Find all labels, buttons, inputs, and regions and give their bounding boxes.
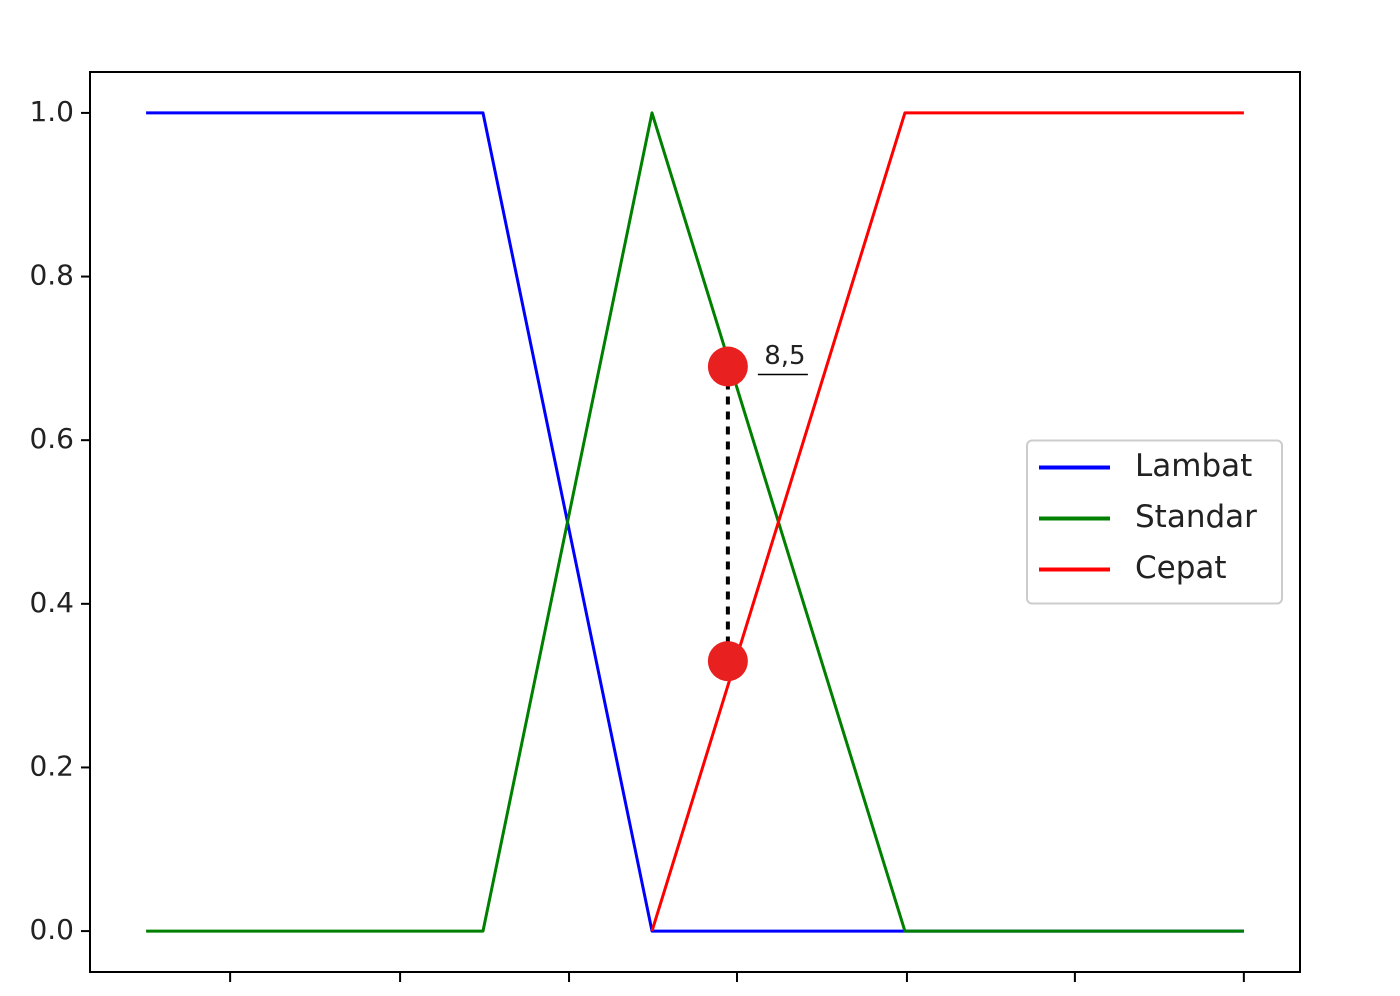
legend: Lambat Standar Cepat bbox=[1026, 439, 1283, 605]
legend-label: Lambat bbox=[1135, 448, 1252, 484]
legend-label: Standar bbox=[1135, 499, 1257, 535]
y-tick-label: 0.4 bbox=[29, 586, 74, 619]
annotation-point bbox=[707, 641, 748, 682]
y-tick-label: 0.0 bbox=[29, 913, 74, 946]
y-tick-label: 0.2 bbox=[29, 749, 74, 782]
axes-frame bbox=[89, 71, 1301, 973]
annotation-label: 8,5 bbox=[764, 341, 805, 371]
annotation-point bbox=[707, 346, 748, 387]
y-tick-label: 0.8 bbox=[29, 259, 74, 292]
legend-label: Cepat bbox=[1135, 550, 1227, 586]
y-tick-label: 1.0 bbox=[29, 95, 74, 128]
line bbox=[146, 111, 1244, 933]
legend-box bbox=[1026, 439, 1283, 605]
y-tick-label: 0.6 bbox=[29, 422, 74, 455]
